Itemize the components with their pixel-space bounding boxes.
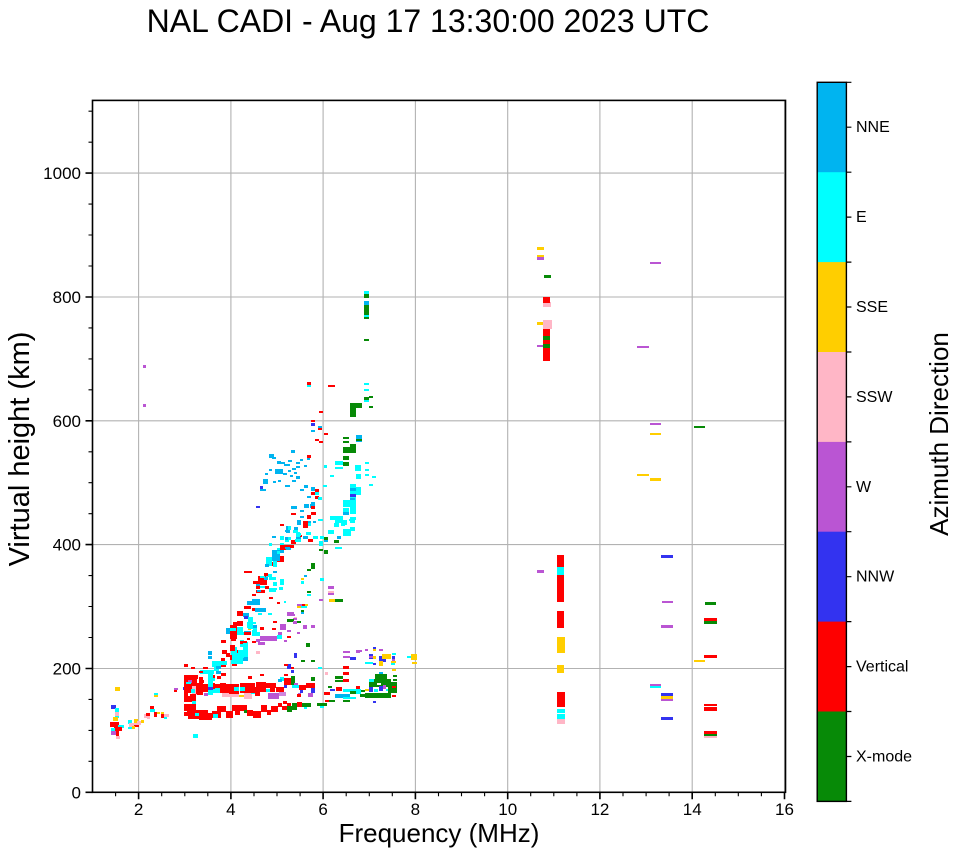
svg-text:Vertical: Vertical xyxy=(856,659,908,676)
svg-text:200: 200 xyxy=(53,660,81,679)
svg-text:SSW: SSW xyxy=(856,389,893,406)
svg-text:2: 2 xyxy=(134,800,143,819)
svg-text:400: 400 xyxy=(53,536,81,555)
svg-text:NNW: NNW xyxy=(856,569,895,586)
svg-text:NAL CADI - Aug 17 13:30:00 202: NAL CADI - Aug 17 13:30:00 2023 UTC xyxy=(147,3,710,39)
svg-text:4: 4 xyxy=(226,800,235,819)
svg-text:10: 10 xyxy=(498,800,517,819)
svg-text:0: 0 xyxy=(72,783,81,802)
svg-text:E: E xyxy=(856,209,867,226)
svg-text:Frequency (MHz): Frequency (MHz) xyxy=(339,818,540,848)
svg-text:14: 14 xyxy=(683,800,702,819)
svg-text:SSE: SSE xyxy=(856,299,888,316)
svg-text:6: 6 xyxy=(318,800,327,819)
svg-text:Azimuth Direction: Azimuth Direction xyxy=(924,332,954,536)
svg-text:600: 600 xyxy=(53,412,81,431)
svg-text:16: 16 xyxy=(775,800,794,819)
svg-text:W: W xyxy=(856,479,872,496)
svg-text:Virtual height (km): Virtual height (km) xyxy=(4,332,36,567)
svg-text:NNE: NNE xyxy=(856,119,890,136)
svg-text:1000: 1000 xyxy=(43,164,81,183)
svg-text:12: 12 xyxy=(590,800,609,819)
svg-text:X-mode: X-mode xyxy=(856,749,912,766)
svg-text:800: 800 xyxy=(53,288,81,307)
svg-text:8: 8 xyxy=(411,800,420,819)
